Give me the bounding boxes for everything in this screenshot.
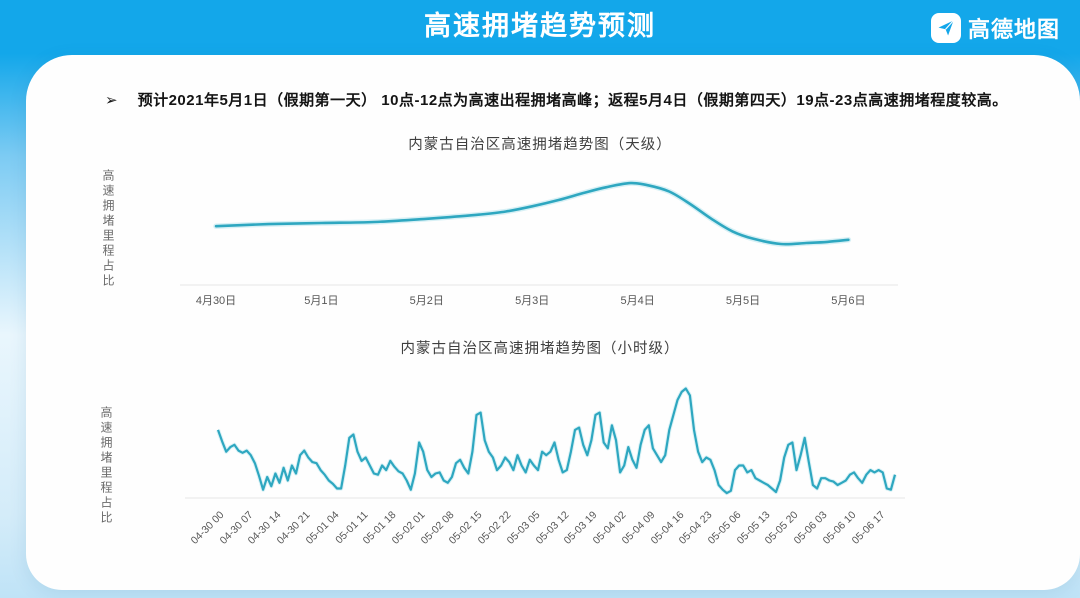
daily-x-tick-label: 5月2日	[409, 295, 444, 307]
daily-x-tick-label: 5月5日	[725, 295, 761, 307]
summary-bullet: ➢ 预计2021年5月1日（假期第一天） 10点-12点为高速出程拥堵高峰；返程…	[105, 90, 1008, 111]
hourly-line-series	[216, 387, 897, 495]
daily-x-tick-label: 5月6日	[831, 295, 866, 307]
daily-y-axis-label: 高速拥堵里程占比	[101, 169, 115, 289]
hourly-y-axis-label: 高速拥堵里程占比	[99, 406, 113, 526]
daily-line-chart	[180, 180, 898, 286]
daily-line-halo	[213, 180, 852, 247]
header-bar: 高速拥堵趋势预测 高德地图	[0, 0, 1080, 55]
summary-text: 预计2021年5月1日（假期第一天） 10点-12点为高速出程拥堵高峰；返程5月…	[137, 92, 1008, 109]
logo-text: 高德地图	[967, 16, 1060, 42]
daily-x-tick-label: 4月30日	[195, 295, 237, 307]
daily-chart-title: 内蒙古自治区高速拥堵趋势图（天级）	[408, 137, 672, 153]
daily-x-tick-label: 5月1日	[304, 295, 339, 307]
paper-plane-icon	[930, 12, 961, 43]
hourly-chart-title: 内蒙古自治区高速拥堵趋势图（小时级）	[400, 341, 680, 357]
bullet-arrow-icon: ➢	[105, 92, 118, 109]
daily-line-series	[214, 181, 850, 246]
daily-x-tick-label: 5月3日	[515, 295, 550, 307]
hourly-line-chart	[185, 386, 905, 499]
hourly-line-halo	[216, 386, 898, 496]
daily-x-tick-label: 5月4日	[620, 295, 655, 307]
page-title: 高速拥堵趋势预测	[424, 11, 656, 41]
amap-logo: 高德地图	[930, 0, 1060, 55]
content-card	[26, 55, 1080, 590]
